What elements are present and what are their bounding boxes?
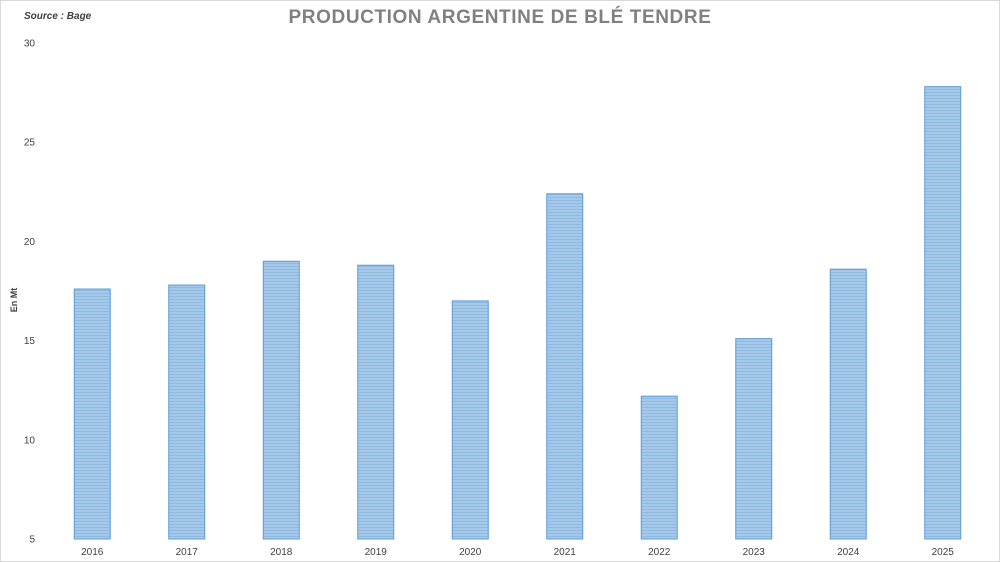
- y-tick-label: 10: [24, 435, 36, 446]
- y-tick-label: 30: [24, 39, 36, 50]
- bar-2018: [262, 260, 300, 540]
- bar-2023: [735, 338, 773, 540]
- x-tick-label: 2018: [270, 547, 293, 558]
- x-tick-label: 2020: [459, 547, 482, 558]
- y-tick-label: 20: [24, 237, 36, 248]
- x-tick-label: 2021: [554, 547, 577, 558]
- bar-2019: [357, 264, 395, 540]
- x-tick-label: 2022: [648, 547, 671, 558]
- bar-series: [73, 86, 962, 540]
- x-tick-label: 2025: [932, 547, 955, 558]
- x-tick-label: 2016: [81, 547, 104, 558]
- y-tick-label: 15: [24, 336, 36, 347]
- y-tick-label: 25: [24, 138, 36, 149]
- bar-2021: [546, 193, 584, 540]
- bar-2024: [829, 268, 867, 540]
- x-axis: 2016 2017 2018 2019 2020 2021 2022 2023 2024 2025: [81, 547, 954, 558]
- y-axis: 5 10 15 20 25 30: [24, 39, 36, 546]
- bar-2016: [73, 288, 111, 540]
- x-tick-label: 2017: [176, 547, 199, 558]
- x-tick-label: 2019: [365, 547, 388, 558]
- y-axis-label: En Mt: [9, 288, 19, 313]
- chart-title: PRODUCTION ARGENTINE DE BLÉ TENDRE: [288, 7, 712, 28]
- x-tick-label: 2024: [837, 547, 860, 558]
- bar-2022: [640, 395, 678, 540]
- bar-2025: [924, 86, 962, 540]
- source-note: Source : Bage: [24, 11, 92, 22]
- bar-2020: [451, 300, 489, 540]
- x-tick-label: 2023: [743, 547, 766, 558]
- y-tick-label: 5: [29, 535, 35, 546]
- bar-2017: [168, 284, 206, 540]
